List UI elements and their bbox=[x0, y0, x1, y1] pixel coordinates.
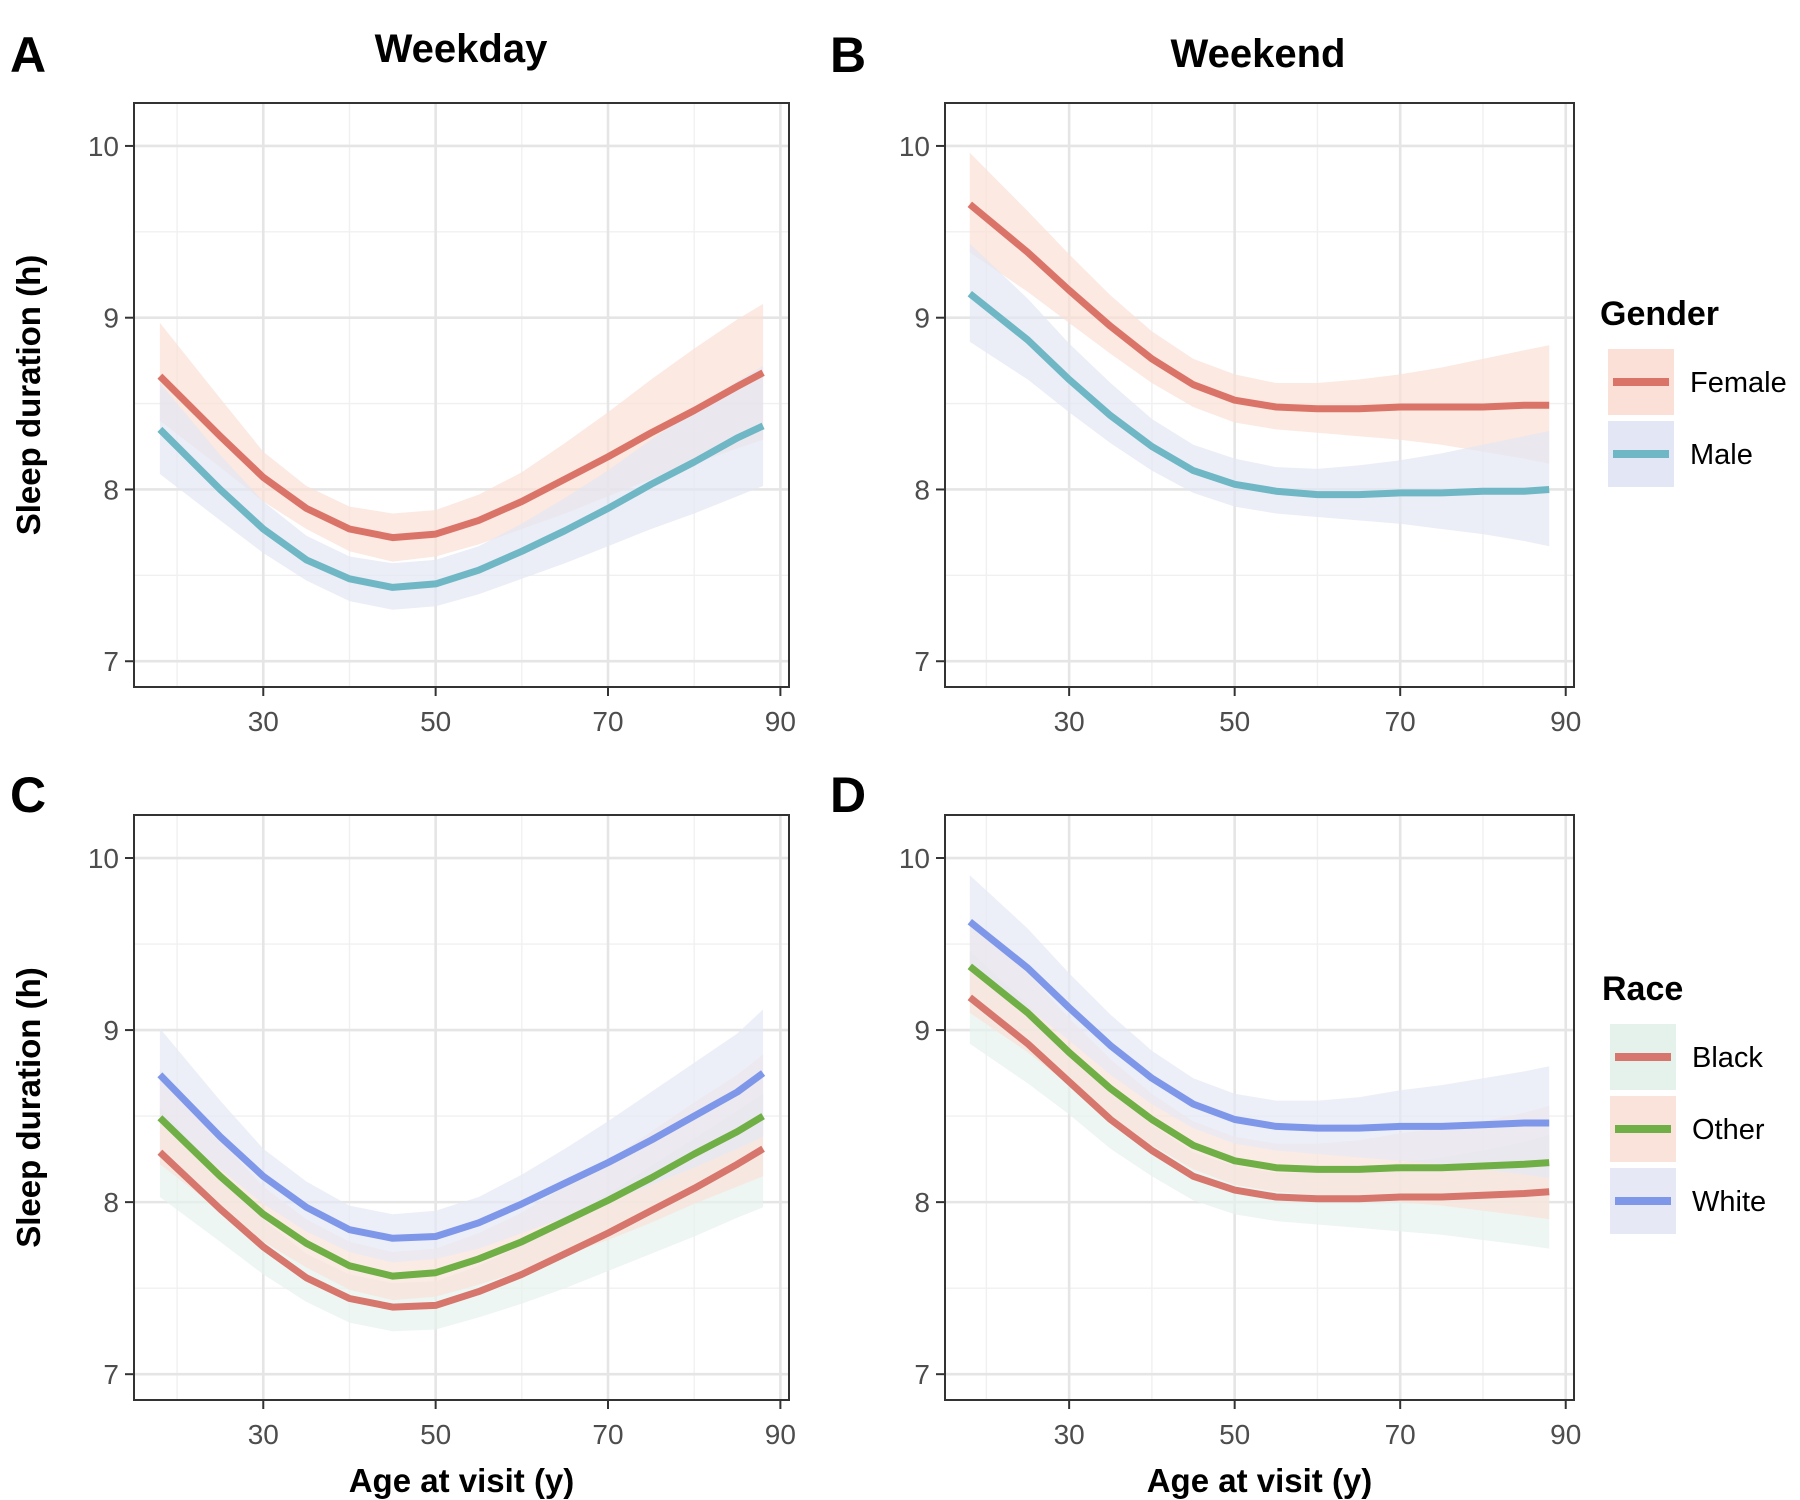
confidence-band-female bbox=[159, 304, 764, 562]
legend-title: Race bbox=[1602, 970, 1683, 1008]
x-tick-label: 90 bbox=[765, 706, 796, 737]
series-line-other bbox=[157, 1113, 765, 1280]
confidence-band-white bbox=[969, 875, 1550, 1178]
x-tick-label: 70 bbox=[1385, 1419, 1416, 1450]
legend-item-black: Black bbox=[1610, 1024, 1763, 1090]
x-tick-label: 70 bbox=[592, 706, 623, 737]
panel-letter: B bbox=[830, 27, 866, 83]
confidence-band-male bbox=[969, 243, 1550, 547]
x-tick-label: 30 bbox=[248, 706, 279, 737]
series-line-other bbox=[967, 963, 1550, 1173]
y-axis-title: Sleep duration (h) bbox=[10, 967, 47, 1248]
x-tick-label: 30 bbox=[1054, 706, 1085, 737]
y-tick-label: 7 bbox=[914, 646, 930, 677]
confidence-band-other bbox=[159, 1054, 764, 1301]
legend-item-female: Female bbox=[1608, 349, 1787, 415]
y-axis-title: Sleep duration (h) bbox=[10, 255, 47, 536]
x-tick-label: 90 bbox=[1550, 706, 1581, 737]
panel-a: 30 50 70 90 7 8 9 10 A Weekday Sleep duration (h) bbox=[10, 27, 796, 737]
legend-label: White bbox=[1692, 1186, 1766, 1218]
legend-label: Black bbox=[1692, 1042, 1763, 1074]
y-tick-label: 8 bbox=[914, 474, 930, 505]
panel-c: 30 50 70 90 7 8 9 10 C Sleep duration (h) Age at v… bbox=[10, 767, 796, 1499]
legend-label: Female bbox=[1690, 367, 1787, 399]
y-tick-label: 8 bbox=[103, 1187, 119, 1218]
legend-race: Race Black Other White bbox=[1602, 970, 1766, 1234]
confidence-band-male bbox=[159, 365, 764, 610]
panel-title: Weekday bbox=[375, 27, 548, 71]
series-line-white bbox=[157, 1070, 766, 1242]
legend-title: Gender bbox=[1600, 295, 1719, 333]
panel-d: 30 50 70 90 7 8 9 10 D Age at visit (y) bbox=[830, 767, 1581, 1499]
panel-letter: D bbox=[830, 767, 866, 823]
y-tick-label: 9 bbox=[914, 303, 930, 334]
plot-border bbox=[133, 102, 790, 688]
x-tick-label: 90 bbox=[1550, 1419, 1581, 1450]
legend-gender: Gender Female Male bbox=[1600, 295, 1787, 487]
series-line-male bbox=[967, 290, 1550, 499]
y-tick-label: 9 bbox=[103, 1015, 119, 1046]
series-line-black bbox=[157, 1145, 765, 1311]
x-tick-label: 70 bbox=[1385, 706, 1416, 737]
x-axis-title: Age at visit (y) bbox=[349, 1462, 575, 1499]
x-tick-label: 50 bbox=[1219, 1419, 1250, 1450]
panel-title: Weekend bbox=[1171, 32, 1346, 76]
series-line-black bbox=[967, 994, 1550, 1203]
y-tick-label: 7 bbox=[103, 646, 119, 677]
y-tick-label: 8 bbox=[103, 474, 119, 505]
y-tick-label: 10 bbox=[88, 131, 119, 162]
legend-item-white: White bbox=[1610, 1168, 1766, 1234]
x-axis-title: Age at visit (y) bbox=[1147, 1462, 1373, 1499]
legend-label: Other bbox=[1692, 1114, 1765, 1146]
confidence-band-black bbox=[159, 1093, 764, 1332]
plot-border bbox=[133, 814, 790, 1401]
x-tick-label: 70 bbox=[592, 1419, 623, 1450]
series-line-white bbox=[967, 918, 1550, 1132]
series-line-female bbox=[967, 201, 1550, 413]
plot-border bbox=[944, 814, 1575, 1401]
y-tick-label: 10 bbox=[899, 131, 930, 162]
y-tick-label: 10 bbox=[899, 843, 930, 874]
panel-letter: A bbox=[10, 27, 46, 83]
x-tick-label: 50 bbox=[420, 706, 451, 737]
x-tick-label: 50 bbox=[420, 1419, 451, 1450]
plot-border bbox=[944, 102, 1575, 688]
legend-item-other: Other bbox=[1610, 1096, 1765, 1162]
y-tick-label: 8 bbox=[914, 1187, 930, 1218]
legend-label: Male bbox=[1690, 439, 1753, 471]
y-tick-label: 10 bbox=[88, 843, 119, 874]
panel-b: 30 50 70 90 7 8 9 10 B Weekend bbox=[830, 27, 1581, 737]
y-tick-label: 9 bbox=[914, 1015, 930, 1046]
y-tick-label: 9 bbox=[103, 303, 119, 334]
x-tick-label: 30 bbox=[248, 1419, 279, 1450]
x-tick-label: 30 bbox=[1054, 1419, 1085, 1450]
series-line-male bbox=[157, 422, 765, 591]
y-tick-label: 7 bbox=[914, 1359, 930, 1390]
panel-letter: C bbox=[10, 767, 46, 823]
legend-item-male: Male bbox=[1608, 421, 1753, 487]
x-tick-label: 50 bbox=[1219, 706, 1250, 737]
x-tick-label: 90 bbox=[765, 1419, 796, 1450]
confidence-band-female bbox=[969, 152, 1550, 464]
series-line-female bbox=[157, 369, 765, 542]
y-tick-label: 7 bbox=[103, 1359, 119, 1390]
